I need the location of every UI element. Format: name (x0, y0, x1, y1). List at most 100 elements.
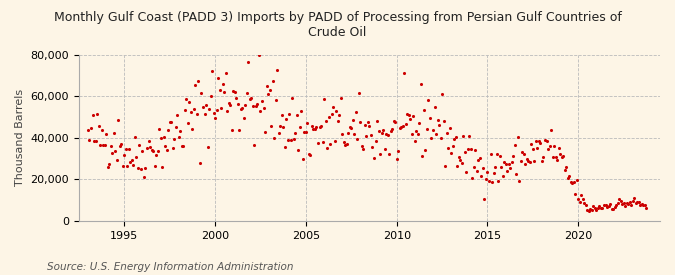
Point (169, 136, 180, 141)
Point (485, 152, 496, 156)
Point (130, 134, 140, 139)
Point (589, 206, 600, 210)
Point (370, 139, 381, 144)
Point (427, 128, 438, 133)
Point (332, 119, 343, 123)
Point (225, 103, 236, 107)
Point (523, 159, 534, 164)
Point (95, 143, 105, 147)
Point (593, 206, 603, 210)
Point (273, 131, 284, 135)
Point (134, 143, 145, 148)
Point (467, 175, 478, 180)
Point (240, 103, 251, 107)
Point (199, 112, 210, 116)
Text: Source: U.S. Energy Information Administration: Source: U.S. Energy Information Administ… (47, 262, 294, 272)
Point (270, 98, 281, 102)
Point (493, 179, 504, 184)
Point (367, 145, 378, 149)
Point (157, 165, 167, 169)
Point (544, 144, 555, 148)
Point (620, 204, 630, 209)
Point (464, 134, 475, 139)
Point (92, 112, 103, 116)
Point (458, 133, 468, 138)
Point (264, 88, 275, 93)
Point (629, 196, 640, 200)
Point (114, 144, 125, 148)
Point (361, 134, 372, 138)
Point (441, 131, 452, 135)
Point (470, 148, 481, 152)
Point (108, 131, 119, 135)
Point (272, 68, 283, 72)
Point (504, 162, 514, 166)
Point (214, 88, 225, 92)
Point (322, 146, 333, 151)
Point (444, 125, 455, 130)
Point (217, 81, 228, 86)
Point (311, 124, 322, 129)
Point (585, 207, 596, 211)
Point (412, 132, 423, 136)
Point (300, 130, 311, 134)
Point (226, 127, 237, 132)
Point (84, 138, 95, 142)
Point (505, 166, 516, 170)
Point (564, 174, 574, 178)
Point (90, 139, 101, 144)
Point (433, 122, 444, 127)
Point (211, 108, 222, 113)
Point (520, 162, 531, 166)
Point (360, 123, 371, 127)
Point (610, 204, 620, 209)
Point (331, 109, 342, 114)
Point (475, 156, 485, 160)
Point (438, 119, 449, 124)
Point (216, 106, 227, 110)
Point (188, 107, 199, 111)
Point (286, 138, 296, 142)
Point (529, 159, 540, 164)
Point (237, 106, 248, 110)
Point (582, 207, 593, 212)
Point (194, 161, 205, 165)
Point (494, 154, 505, 158)
Point (626, 203, 637, 207)
Point (279, 145, 290, 150)
Point (207, 69, 217, 73)
Point (258, 106, 269, 111)
Point (124, 147, 134, 151)
Point (228, 89, 239, 93)
Point (187, 127, 198, 131)
Point (202, 145, 213, 149)
Point (379, 147, 390, 152)
Point (296, 109, 306, 114)
Point (567, 181, 578, 185)
Point (599, 203, 610, 207)
Point (532, 146, 543, 150)
Point (381, 131, 392, 136)
Point (163, 128, 173, 132)
Point (325, 142, 335, 146)
Point (113, 118, 124, 123)
Point (502, 169, 512, 174)
Point (479, 197, 490, 201)
Point (639, 203, 650, 207)
Point (88, 139, 99, 144)
Point (242, 91, 252, 96)
Point (335, 95, 346, 100)
Point (144, 145, 155, 149)
Point (514, 179, 524, 183)
Point (510, 143, 520, 147)
Point (375, 152, 385, 156)
Point (82, 128, 93, 133)
Point (260, 130, 271, 134)
Point (231, 96, 242, 100)
Point (439, 163, 450, 168)
Point (248, 103, 259, 108)
Point (132, 166, 143, 171)
Point (473, 158, 484, 163)
Point (155, 136, 166, 141)
Point (175, 129, 186, 133)
